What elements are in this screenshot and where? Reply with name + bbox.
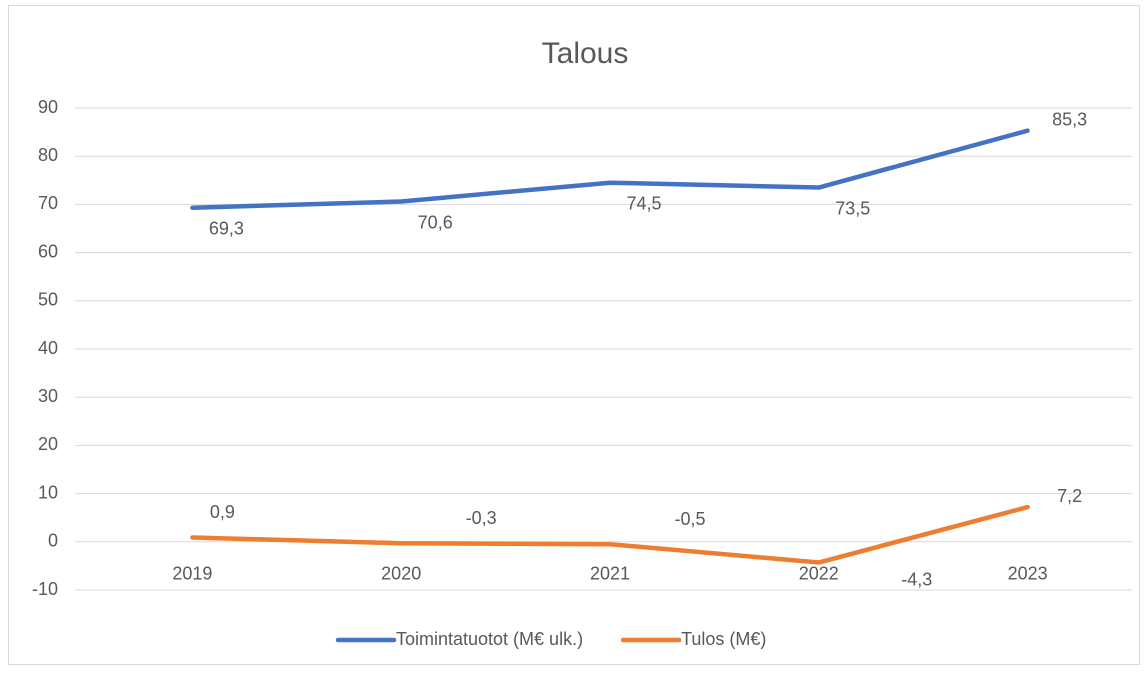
data-label: 85,3 [1052,109,1087,129]
y-tick-label: 0 [48,531,58,551]
chart-title: Talous [542,37,629,70]
y-tick-label: 10 [38,482,58,502]
y-tick-label: 20 [38,434,58,454]
series-line [190,128,1030,211]
legend-label: Tulos (M€) [681,629,766,649]
data-label: 0,9 [210,502,235,522]
legend-label: Toimintatuotot (M€ ulk.) [396,629,583,649]
x-tick-label: 2021 [590,564,630,584]
x-tick-label: 2023 [1008,564,1048,584]
x-tick-label: 2022 [799,564,839,584]
y-tick-label: 60 [38,241,58,261]
y-tick-label: 70 [38,193,58,213]
x-tick-label: 2020 [381,564,421,584]
data-label: 70,6 [418,212,453,232]
y-tick-label: 80 [38,145,58,165]
data-label: 74,5 [626,193,661,213]
data-label: -0,5 [674,509,705,529]
data-label: 69,3 [209,219,244,239]
y-tick-label: 90 [38,97,58,117]
y-tick-label: 40 [38,338,58,358]
data-label: 73,5 [835,198,870,218]
data-label: -4,3 [901,569,932,589]
y-tick-label: 50 [38,290,58,310]
chart-border [8,5,1140,665]
data-label: 7,2 [1057,486,1082,506]
series-line [190,504,1030,565]
y-tick-label: 30 [38,386,58,406]
y-tick-label: -10 [32,579,58,599]
data-label: -0,3 [466,508,497,528]
x-tick-label: 2019 [172,564,212,584]
